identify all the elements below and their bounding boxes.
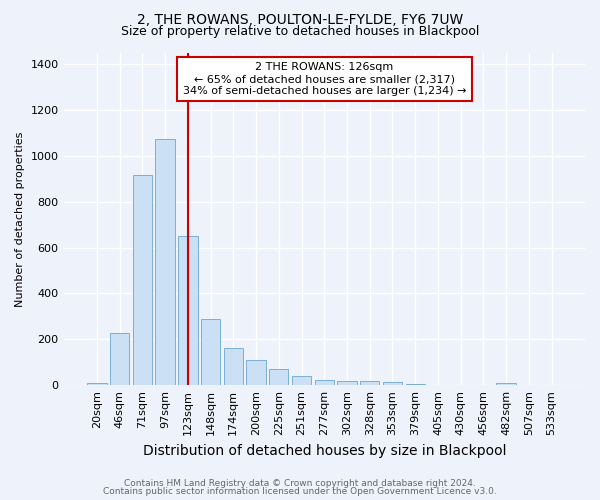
- Bar: [406, 384, 425, 385]
- Bar: [292, 376, 311, 385]
- Bar: [110, 333, 130, 385]
- Bar: [247, 360, 266, 385]
- Bar: [87, 383, 107, 385]
- Bar: [496, 384, 516, 385]
- Bar: [337, 381, 356, 385]
- Bar: [178, 236, 197, 385]
- Bar: [314, 380, 334, 385]
- Bar: [133, 175, 152, 385]
- X-axis label: Distribution of detached houses by size in Blackpool: Distribution of detached houses by size …: [143, 444, 506, 458]
- Text: Contains public sector information licensed under the Open Government Licence v3: Contains public sector information licen…: [103, 487, 497, 496]
- Bar: [155, 138, 175, 385]
- Y-axis label: Number of detached properties: Number of detached properties: [15, 131, 25, 306]
- Bar: [201, 318, 220, 385]
- Bar: [383, 382, 402, 385]
- Bar: [269, 369, 289, 385]
- Text: 2 THE ROWANS: 126sqm
← 65% of detached houses are smaller (2,317)
34% of semi-de: 2 THE ROWANS: 126sqm ← 65% of detached h…: [182, 62, 466, 96]
- Bar: [360, 381, 379, 385]
- Text: Contains HM Land Registry data © Crown copyright and database right 2024.: Contains HM Land Registry data © Crown c…: [124, 478, 476, 488]
- Bar: [224, 348, 243, 385]
- Text: 2, THE ROWANS, POULTON-LE-FYLDE, FY6 7UW: 2, THE ROWANS, POULTON-LE-FYLDE, FY6 7UW: [137, 12, 463, 26]
- Text: Size of property relative to detached houses in Blackpool: Size of property relative to detached ho…: [121, 25, 479, 38]
